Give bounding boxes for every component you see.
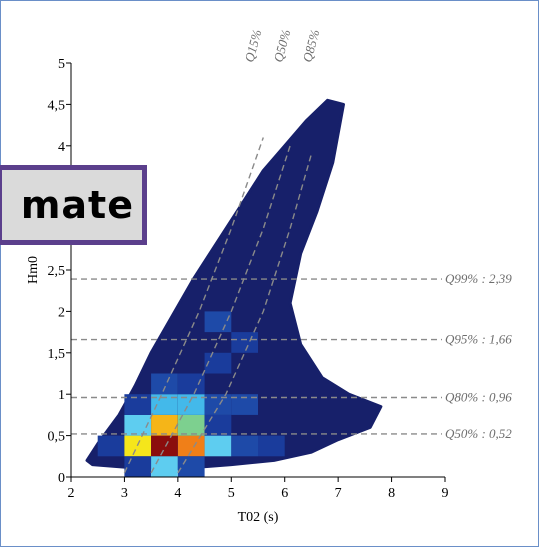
callout-text: mate (20, 183, 134, 227)
x-tick-label: 5 (228, 486, 235, 501)
y-tick-label: 1,5 (48, 347, 66, 362)
x-tick-label: 4 (174, 486, 181, 501)
density-bin (151, 394, 178, 415)
x-tick-label: 3 (121, 486, 128, 501)
x-tick-label: 7 (335, 486, 342, 501)
density-bin (151, 456, 178, 477)
callout-box: mate (0, 165, 147, 245)
y-axis-label: Hm0 (26, 256, 41, 284)
x-ticks: 2 3 4 5 6 7 8 9 (68, 477, 449, 501)
density-bin (124, 456, 152, 477)
density-bin (204, 414, 232, 436)
x-axis-label: T02 (s) (238, 510, 279, 525)
y-tick-label: 0,5 (48, 430, 66, 445)
density-bin (177, 373, 205, 395)
density-bin (177, 456, 205, 477)
density-bin (124, 394, 152, 415)
x-tick-label: 8 (388, 486, 395, 501)
quantile-hlines: Q99% : 2,39 Q95% : 1,66 Q80% : 0,96 Q50% : … (71, 271, 512, 441)
quantile-curve-label: Q50% (270, 28, 293, 64)
quantile-hline-label: Q95% : 1,66 (445, 332, 512, 347)
quantile-hline-label: Q99% : 2,39 (445, 271, 512, 286)
density-bin (204, 435, 232, 457)
quantile-hline-label: Q50% : 0,52 (445, 426, 512, 441)
y-tick-label: 4 (58, 140, 65, 155)
density-bin (177, 435, 205, 457)
y-tick-label: 1 (58, 388, 65, 403)
quantile-curve (150, 145, 291, 474)
density-bin (124, 414, 152, 436)
y-tick-label: 0 (58, 471, 65, 486)
x-tick-label: 2 (68, 486, 75, 501)
density-bin (151, 373, 178, 395)
density-bin (231, 435, 258, 457)
density-bin (177, 394, 205, 415)
density-bin (177, 414, 205, 436)
quantile-curve-label: Q15% (241, 28, 264, 64)
density-bin (231, 394, 258, 415)
y-tick-label: 2,5 (48, 264, 66, 279)
density-bin (204, 352, 232, 374)
density-bin (151, 414, 178, 436)
y-tick-label: 5 (58, 57, 65, 72)
x-tick-label: 6 (281, 486, 288, 501)
density-bin (151, 435, 178, 457)
density-bin (231, 332, 258, 353)
y-ticks: 00,511,522,533,544,55 (48, 57, 71, 486)
quantile-curve (177, 153, 313, 474)
y-tick-label: 2 (58, 305, 65, 320)
density-bin (258, 435, 285, 457)
quantile-curve-label: Q85% (299, 28, 322, 64)
density-bin (97, 435, 125, 457)
density-bin (204, 394, 232, 415)
density-bin (204, 311, 232, 333)
y-tick-label: 4,5 (48, 98, 66, 113)
quantile-hline-label: Q80% : 0,96 (445, 390, 512, 405)
x-tick-label: 9 (442, 486, 449, 501)
